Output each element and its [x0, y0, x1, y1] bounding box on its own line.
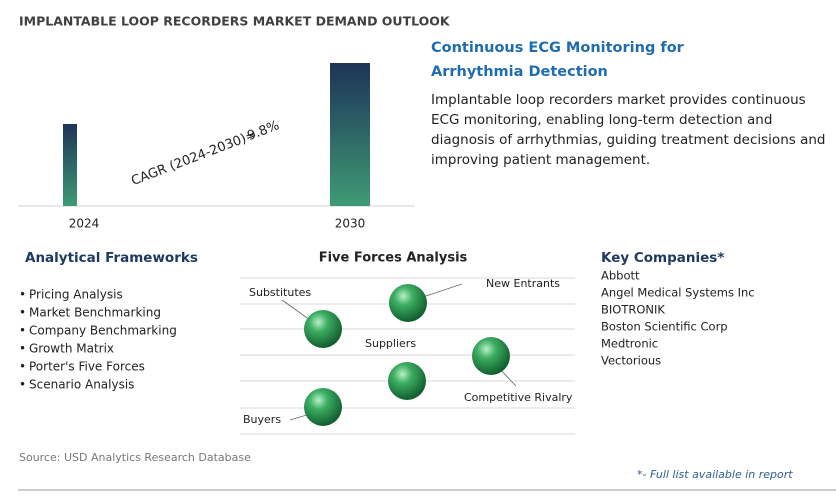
text-line: improving patient management.: [431, 152, 650, 168]
x-tick-label: 2030: [335, 217, 366, 231]
chart-title: IMPLANTABLE LOOP RECORDERS MARKET DEMAND…: [19, 14, 451, 29]
bullet: •: [19, 306, 26, 320]
framework-item: Company Benchmarking: [29, 324, 177, 338]
force-spheres: [304, 284, 510, 426]
frameworks-title: Analytical Frameworks: [25, 250, 198, 266]
text-line: diagnosis of arrhythmias, guiding treatm…: [431, 132, 825, 148]
force-label: Buyers: [243, 413, 281, 426]
bullet: •: [19, 288, 26, 302]
x-tick-label: 2024: [69, 217, 100, 231]
bullet: •: [19, 342, 26, 356]
company: Boston Scientific Corp: [601, 320, 728, 334]
force-label: Substitutes: [249, 286, 311, 299]
five-forces-title: Five Forces Analysis: [319, 251, 468, 266]
bar: [63, 124, 77, 206]
text-line: ECG monitoring, enabling long-term detec…: [431, 112, 772, 128]
company: Abbott: [601, 269, 640, 283]
framework-item: Porter's Five Forces: [29, 360, 145, 374]
company: Medtronic: [601, 337, 658, 351]
force-label: Suppliers: [365, 337, 416, 350]
framework-item: Pricing Analysis: [29, 288, 123, 302]
cagr-value: 9.8%: [245, 118, 281, 144]
bullet: •: [19, 324, 26, 338]
source: Source: USD Analytics Research Database: [19, 451, 251, 464]
force-label: Competitive Rivalry: [464, 391, 573, 404]
cagr-label: CAGR (2024-2030)=: [129, 127, 258, 189]
summary-text: Implantable loop recorders market provid…: [431, 92, 825, 168]
bullet: •: [19, 360, 26, 374]
framework-item: Growth Matrix: [29, 342, 114, 356]
framework-item: Market Benchmarking: [29, 306, 161, 320]
company: BIOTRONIK: [601, 303, 665, 317]
force-label: New Entrants: [486, 277, 560, 290]
company: Vectorious: [601, 354, 661, 368]
footnote: *- Full list available in report: [637, 468, 793, 481]
text-line: Arrhythmia Detection: [431, 64, 608, 80]
company: Angel Medical Systems Inc: [601, 286, 755, 300]
bullet: •: [19, 378, 26, 392]
summary-heading: Continuous ECG Monitoring for Arrhythmia …: [431, 40, 685, 80]
companies-title: Key Companies*: [601, 250, 724, 266]
text-line: Continuous ECG Monitoring for: [431, 40, 685, 56]
bar: [330, 63, 370, 206]
framework-item: Scenario Analysis: [29, 378, 134, 392]
text-line: Implantable loop recorders market provid…: [431, 92, 806, 108]
